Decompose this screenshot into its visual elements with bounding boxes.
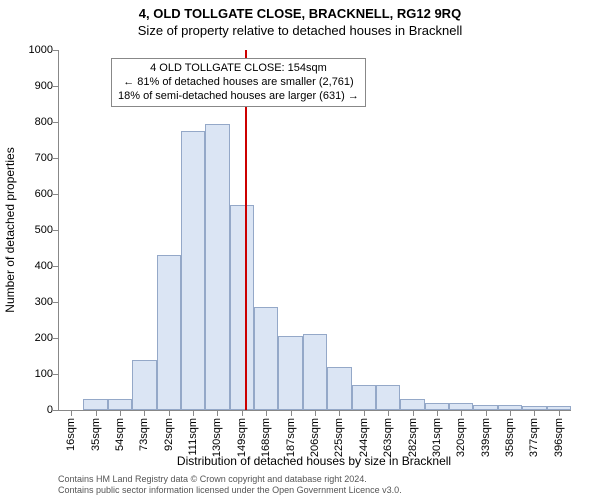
y-axis-label: Number of detached properties: [3, 147, 17, 312]
x-tick: [71, 410, 72, 416]
y-tick-label: 0: [47, 404, 53, 416]
x-tick-label: 35sqm: [90, 418, 102, 451]
x-tick-label: 263sqm: [382, 418, 394, 457]
x-tick: [169, 410, 170, 416]
page-subtitle: Size of property relative to detached ho…: [0, 21, 600, 38]
histogram-bar: [132, 360, 156, 410]
x-tick-label: 396sqm: [553, 418, 565, 457]
x-tick: [413, 410, 414, 416]
annotation-box: 4 OLD TOLLGATE CLOSE: 154sqm← 81% of det…: [111, 58, 366, 107]
x-tick: [364, 410, 365, 416]
x-tick: [315, 410, 316, 416]
y-tick: [53, 122, 59, 123]
y-tick-label: 900: [35, 80, 53, 92]
page-title: 4, OLD TOLLGATE CLOSE, BRACKNELL, RG12 9…: [0, 0, 600, 21]
histogram-bar: [157, 255, 181, 410]
x-tick-label: 92sqm: [163, 418, 175, 451]
histogram-bar: [303, 334, 327, 410]
x-tick: [339, 410, 340, 416]
x-tick-label: 244sqm: [358, 418, 370, 457]
x-tick-label: 16sqm: [65, 418, 77, 451]
histogram-bar: [400, 399, 424, 410]
histogram-bar: [83, 399, 107, 410]
histogram-chart: Number of detached properties 0100200300…: [58, 50, 570, 410]
x-tick-label: 168sqm: [260, 418, 272, 457]
y-tick: [53, 338, 59, 339]
histogram-bar: [376, 385, 400, 410]
x-tick: [461, 410, 462, 416]
x-tick: [388, 410, 389, 416]
x-tick: [120, 410, 121, 416]
x-tick-label: 339sqm: [480, 418, 492, 457]
x-tick-label: 206sqm: [309, 418, 321, 457]
x-tick-label: 149sqm: [236, 418, 248, 457]
y-tick: [53, 194, 59, 195]
histogram-bar: [205, 124, 229, 410]
x-tick: [217, 410, 218, 416]
x-axis-label: Distribution of detached houses by size …: [177, 454, 451, 468]
x-tick-label: 187sqm: [285, 418, 297, 457]
x-tick: [291, 410, 292, 416]
y-tick: [53, 230, 59, 231]
histogram-bar: [425, 403, 449, 410]
x-tick: [534, 410, 535, 416]
x-tick-label: 130sqm: [211, 418, 223, 457]
footer-attribution: Contains HM Land Registry data © Crown c…: [58, 474, 402, 496]
histogram-bar: [230, 205, 254, 410]
histogram-bar: [278, 336, 302, 410]
y-tick-label: 700: [35, 152, 53, 164]
footer-line-1: Contains HM Land Registry data © Crown c…: [58, 474, 402, 485]
y-tick-label: 1000: [29, 44, 53, 56]
y-tick: [53, 266, 59, 267]
x-tick: [193, 410, 194, 416]
footer-line-2: Contains public sector information licen…: [58, 485, 402, 496]
plot-area: 0100200300400500600700800900100016sqm35s…: [58, 50, 571, 411]
x-tick-label: 111sqm: [187, 418, 199, 456]
y-tick-label: 800: [35, 116, 53, 128]
x-tick-label: 358sqm: [504, 418, 516, 457]
x-tick-label: 301sqm: [431, 418, 443, 457]
y-tick: [53, 86, 59, 87]
y-tick: [53, 50, 59, 51]
x-tick-label: 377sqm: [528, 418, 540, 457]
y-tick-label: 200: [35, 332, 53, 344]
x-tick-label: 282sqm: [407, 418, 419, 457]
x-tick-label: 73sqm: [138, 418, 150, 451]
y-tick-label: 600: [35, 188, 53, 200]
x-tick: [437, 410, 438, 416]
y-tick: [53, 302, 59, 303]
x-tick: [144, 410, 145, 416]
annotation-line: ← 81% of detached houses are smaller (2,…: [118, 76, 359, 90]
y-tick: [53, 410, 59, 411]
histogram-bar: [181, 131, 205, 410]
annotation-line: 4 OLD TOLLGATE CLOSE: 154sqm: [118, 62, 359, 76]
y-tick-label: 400: [35, 260, 53, 272]
histogram-bar: [108, 399, 132, 410]
histogram-bar: [254, 307, 278, 410]
x-tick: [486, 410, 487, 416]
histogram-bar: [449, 403, 473, 410]
y-tick-label: 100: [35, 368, 53, 380]
x-tick-label: 320sqm: [455, 418, 467, 457]
y-tick-label: 500: [35, 224, 53, 236]
x-tick: [242, 410, 243, 416]
annotation-line: 18% of semi-detached houses are larger (…: [118, 90, 359, 104]
x-tick: [96, 410, 97, 416]
histogram-bar: [327, 367, 351, 410]
x-tick-label: 54sqm: [114, 418, 126, 451]
x-tick: [266, 410, 267, 416]
y-tick-label: 300: [35, 296, 53, 308]
histogram-bar: [352, 385, 376, 410]
x-tick: [510, 410, 511, 416]
y-tick: [53, 374, 59, 375]
x-tick-label: 225sqm: [333, 418, 345, 457]
x-tick: [559, 410, 560, 416]
y-tick: [53, 158, 59, 159]
